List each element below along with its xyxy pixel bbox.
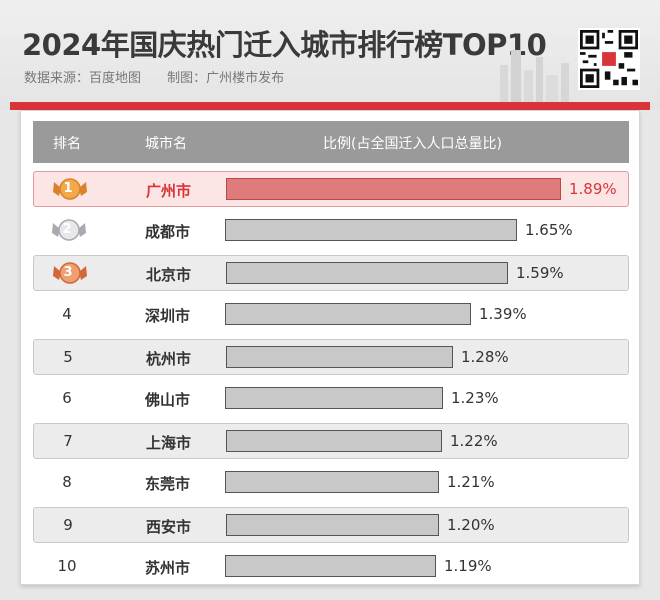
value-label: 1.39%: [479, 305, 527, 323]
table-row: 4 深圳市 1.39%: [33, 297, 629, 333]
city-name: 上海市: [146, 434, 192, 452]
value-bar: [225, 387, 443, 409]
city-name: 东莞市: [145, 475, 191, 493]
header-rank: 排名: [53, 136, 81, 152]
value-bar: [225, 303, 471, 325]
value-label: 1.23%: [451, 389, 499, 407]
value-label: 1.21%: [447, 473, 495, 491]
value-bar: [225, 471, 439, 493]
rank-number: 9: [63, 516, 73, 534]
value-label: 1.22%: [450, 432, 498, 450]
city-name: 西安市: [146, 518, 192, 536]
rank-number: 4: [62, 305, 72, 323]
header-accent-bar: [10, 102, 650, 110]
source-line: 数据来源：百度地图 制图：广州楼市发布: [24, 67, 306, 86]
rank-number: 7: [63, 432, 73, 450]
table-row: 7 上海市 1.22%: [33, 423, 629, 459]
city-name: 北京市: [146, 266, 192, 284]
chart-credit: 制图：广州楼市发布: [167, 71, 285, 86]
table-row: 2 成都市 1.65%: [33, 213, 629, 249]
value-label: 1.65%: [525, 221, 573, 239]
rank-number: 8: [62, 473, 72, 491]
ranking-table: 排名 城市名 比例(占全国迁入人口总量比) 1 广州市 1.89% 2 成都市 1.65%…: [20, 110, 640, 585]
value-bar: [226, 262, 508, 284]
rank-number: 5: [63, 348, 73, 366]
rank-medal-icon: [53, 262, 87, 284]
rank-number: 3: [63, 265, 73, 280]
header: 2024年国庆热门迁入城市排行榜TOP10 数据来源：百度地图 制图：广州楼市发…: [0, 0, 660, 110]
value-label: 1.20%: [447, 516, 495, 534]
table-row: 8 东莞市 1.21%: [33, 465, 629, 501]
data-source: 数据来源：百度地图: [24, 71, 142, 86]
table-row: 9 西安市 1.20%: [33, 507, 629, 543]
value-bar: [226, 346, 453, 368]
rank-number: 1: [63, 181, 73, 196]
rank-medal-icon: [52, 219, 86, 241]
header-city: 城市名: [145, 136, 187, 152]
rank-medal-icon: [53, 178, 87, 200]
qr-code-icon: [578, 28, 640, 90]
rank-number: 2: [62, 222, 72, 237]
value-label: 1.28%: [461, 348, 509, 366]
table-row: 1 广州市 1.89%: [33, 171, 629, 207]
value-bar: [226, 178, 561, 200]
city-name: 深圳市: [145, 307, 191, 325]
city-name: 广州市: [146, 182, 192, 200]
table-row: 3 北京市 1.59%: [33, 255, 629, 291]
skyline-illustration: [500, 50, 569, 105]
value-label: 1.89%: [569, 180, 617, 198]
table-row: 5 杭州市 1.28%: [33, 339, 629, 375]
city-name: 成都市: [145, 223, 191, 241]
table-header: 排名 城市名 比例(占全国迁入人口总量比): [33, 121, 629, 163]
rank-number: 6: [62, 389, 72, 407]
city-name: 佛山市: [145, 391, 191, 409]
header-ratio: 比例(占全国迁入人口总量比): [323, 136, 502, 152]
rank-number: 10: [57, 557, 77, 575]
value-bar: [225, 555, 436, 577]
city-name: 苏州市: [145, 559, 191, 577]
value-bar: [226, 514, 439, 536]
value-bar: [225, 219, 517, 241]
value-bar: [226, 430, 442, 452]
table-row: 6 佛山市 1.23%: [33, 381, 629, 417]
city-name: 杭州市: [146, 350, 192, 368]
table-row: 10 苏州市 1.19%: [33, 549, 629, 585]
value-label: 1.19%: [444, 557, 492, 575]
page-title: 2024年国庆热门迁入城市排行榜TOP10: [22, 28, 547, 62]
value-label: 1.59%: [516, 264, 564, 282]
